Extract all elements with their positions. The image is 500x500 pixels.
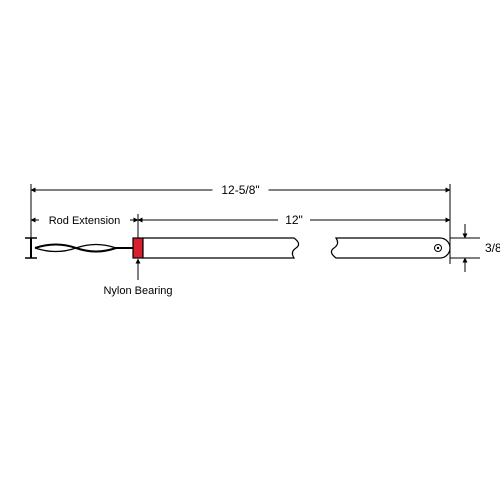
rod-extension-label: Rod Extension (49, 215, 121, 227)
inner-dim-label: 12" (285, 213, 303, 227)
diameter-dim-label: 3/8" (485, 241, 500, 255)
tube-segment-right (331, 238, 450, 258)
tube-segment-left (143, 238, 299, 258)
nylon-bearing (133, 238, 143, 258)
nylon-bearing-label: Nylon Bearing (103, 285, 172, 297)
overall-dim-label: 12-5/8" (221, 183, 259, 197)
